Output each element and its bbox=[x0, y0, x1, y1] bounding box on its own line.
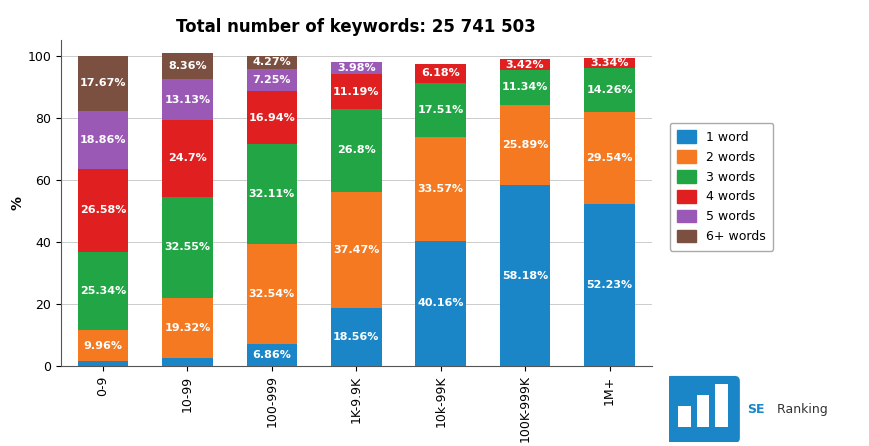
Bar bbox=[163, 197, 213, 297]
Text: 8.36%: 8.36% bbox=[168, 62, 207, 71]
Text: 18.86%: 18.86% bbox=[80, 135, 126, 145]
Bar bbox=[415, 83, 466, 137]
Text: 58.18%: 58.18% bbox=[502, 271, 548, 281]
Text: 16.94%: 16.94% bbox=[249, 113, 295, 123]
Bar bbox=[77, 330, 129, 361]
Text: 11.34%: 11.34% bbox=[502, 83, 548, 92]
Text: 6.18%: 6.18% bbox=[421, 68, 460, 78]
Bar bbox=[500, 186, 550, 366]
Text: 33.57%: 33.57% bbox=[418, 184, 464, 194]
Text: Ranking: Ranking bbox=[773, 403, 828, 416]
Bar bbox=[247, 144, 297, 244]
Title: Total number of keywords: 25 741 503: Total number of keywords: 25 741 503 bbox=[176, 18, 536, 36]
Text: 9.96%: 9.96% bbox=[83, 341, 123, 351]
Text: 26.58%: 26.58% bbox=[80, 206, 126, 215]
Bar bbox=[584, 68, 635, 112]
Bar bbox=[415, 241, 466, 366]
Text: SE: SE bbox=[747, 403, 765, 416]
Text: 11.19%: 11.19% bbox=[333, 87, 380, 96]
Text: 32.55%: 32.55% bbox=[164, 242, 210, 252]
Text: 40.16%: 40.16% bbox=[417, 298, 464, 309]
Text: 52.23%: 52.23% bbox=[587, 280, 633, 290]
Bar bbox=[77, 169, 129, 252]
Text: 24.7%: 24.7% bbox=[168, 153, 207, 163]
Bar bbox=[163, 358, 213, 366]
Bar bbox=[247, 69, 297, 91]
Bar bbox=[247, 344, 297, 366]
Text: 26.8%: 26.8% bbox=[337, 145, 375, 156]
Text: 32.11%: 32.11% bbox=[249, 189, 295, 199]
Bar bbox=[500, 70, 550, 105]
Bar bbox=[247, 56, 297, 69]
Text: 7.25%: 7.25% bbox=[253, 75, 291, 85]
Text: 3.42%: 3.42% bbox=[506, 60, 545, 70]
Bar bbox=[163, 120, 213, 197]
Bar bbox=[331, 74, 381, 109]
Bar bbox=[415, 64, 466, 83]
Bar bbox=[331, 192, 381, 308]
Bar bbox=[247, 244, 297, 344]
Bar bbox=[77, 56, 129, 111]
Text: 13.13%: 13.13% bbox=[164, 95, 210, 105]
Bar bbox=[163, 54, 213, 79]
Bar bbox=[584, 58, 635, 68]
Bar bbox=[77, 361, 129, 366]
Bar bbox=[584, 112, 635, 204]
Text: 29.54%: 29.54% bbox=[587, 153, 633, 163]
Bar bbox=[331, 109, 381, 192]
FancyBboxPatch shape bbox=[667, 377, 739, 442]
Text: 4.27%: 4.27% bbox=[253, 58, 291, 67]
Bar bbox=[714, 384, 727, 427]
Bar bbox=[697, 395, 709, 427]
Text: 37.47%: 37.47% bbox=[333, 245, 380, 255]
Bar bbox=[163, 297, 213, 358]
Text: 17.51%: 17.51% bbox=[418, 105, 464, 115]
Bar bbox=[77, 252, 129, 330]
Bar bbox=[331, 308, 381, 366]
Text: 32.54%: 32.54% bbox=[249, 289, 295, 299]
Text: 6.86%: 6.86% bbox=[252, 350, 291, 360]
Bar bbox=[247, 91, 297, 144]
Text: 18.56%: 18.56% bbox=[333, 332, 380, 342]
Legend: 1 word, 2 words, 3 words, 4 words, 5 words, 6+ words: 1 word, 2 words, 3 words, 4 words, 5 wor… bbox=[670, 123, 773, 251]
Bar bbox=[77, 111, 129, 169]
Text: 14.26%: 14.26% bbox=[587, 85, 633, 95]
Bar bbox=[331, 62, 381, 74]
Bar bbox=[415, 137, 466, 241]
Bar bbox=[163, 79, 213, 120]
Text: 19.32%: 19.32% bbox=[164, 322, 210, 333]
Text: 3.34%: 3.34% bbox=[590, 58, 629, 68]
Text: 25.34%: 25.34% bbox=[80, 286, 126, 296]
Bar bbox=[678, 406, 691, 427]
Text: 17.67%: 17.67% bbox=[80, 78, 126, 88]
Bar bbox=[584, 204, 635, 366]
Bar bbox=[500, 105, 550, 186]
Y-axis label: %: % bbox=[10, 196, 24, 210]
Bar bbox=[500, 59, 550, 70]
Text: 3.98%: 3.98% bbox=[337, 63, 375, 73]
Text: 25.89%: 25.89% bbox=[502, 140, 548, 150]
